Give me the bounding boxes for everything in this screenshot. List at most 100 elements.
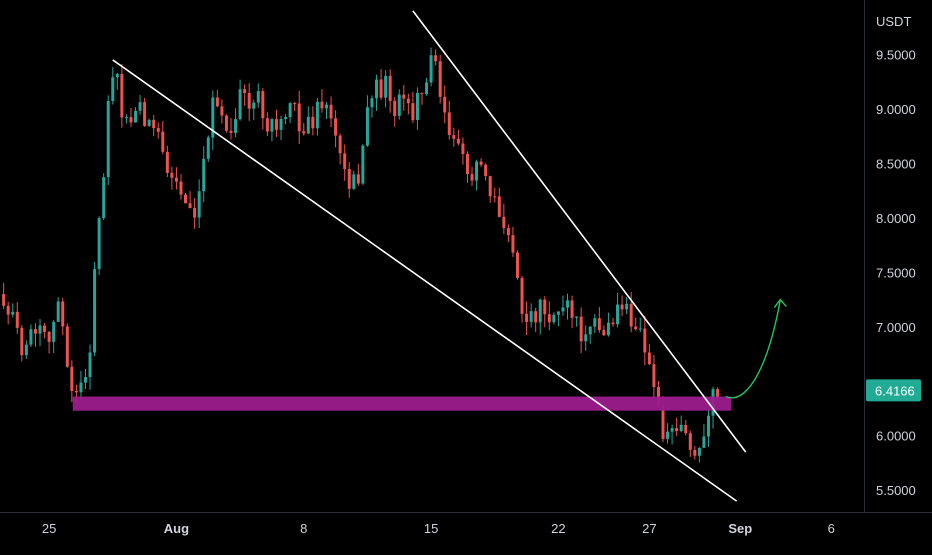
candle-body xyxy=(352,174,356,189)
candle-body xyxy=(597,318,601,331)
candle-body xyxy=(329,104,333,119)
price-tick-label: 8.0000 xyxy=(876,211,916,226)
time-axis[interactable]: 25 Aug 8 15 22 27 Sep 6 xyxy=(42,521,835,536)
candle-body xyxy=(425,82,429,94)
candle-body xyxy=(679,424,683,432)
candle-body xyxy=(279,118,283,130)
candle-body xyxy=(634,326,638,330)
candle-body xyxy=(211,97,215,138)
candle-body xyxy=(588,326,592,335)
candle-body xyxy=(247,93,251,109)
candle-body xyxy=(334,118,338,136)
candle-body xyxy=(716,389,720,398)
price-unit-label: USDT xyxy=(876,14,911,29)
candle-body xyxy=(384,75,388,98)
price-tick-label: 9.5000 xyxy=(876,47,916,62)
candle-body xyxy=(234,119,238,133)
candle-body xyxy=(393,100,397,116)
candle-body xyxy=(56,301,60,322)
candle-body xyxy=(74,390,78,393)
candle-body xyxy=(479,161,483,165)
candle-body xyxy=(675,428,679,432)
candle-body xyxy=(566,300,570,308)
candle-body xyxy=(375,79,379,99)
candle-body xyxy=(243,89,247,94)
candle-body xyxy=(620,304,624,310)
candle-body xyxy=(206,137,210,159)
candle-body xyxy=(97,218,101,270)
candle-body xyxy=(174,177,178,182)
candle-body xyxy=(297,103,301,132)
candle-body xyxy=(111,77,115,102)
candle-body xyxy=(547,314,551,323)
candle-body xyxy=(706,415,710,437)
candle-body xyxy=(102,177,106,219)
candle-body xyxy=(179,181,183,195)
candle-body xyxy=(106,101,110,178)
candle-body xyxy=(693,449,697,456)
candle-body xyxy=(584,334,588,342)
candle-body xyxy=(511,235,515,253)
candle-body xyxy=(347,169,351,189)
candle-body xyxy=(147,119,151,126)
candle-body xyxy=(643,328,647,353)
candle-body xyxy=(447,112,451,135)
candle-body xyxy=(434,55,438,62)
candle-body xyxy=(456,138,460,144)
time-tick-label: 6 xyxy=(828,521,835,536)
candle-body xyxy=(561,307,565,312)
candle-body xyxy=(570,300,574,318)
candle-body xyxy=(238,89,242,120)
support-zone xyxy=(72,396,732,411)
candle-body xyxy=(152,119,156,129)
upper-trendline xyxy=(412,10,747,453)
candle-body xyxy=(202,158,206,192)
price-tick-label: 7.0000 xyxy=(876,320,916,335)
candle-body xyxy=(29,329,33,345)
candle-body xyxy=(70,366,74,391)
candle-body xyxy=(256,91,260,103)
candle-body xyxy=(43,325,47,332)
candle-body xyxy=(311,116,315,129)
candle-body xyxy=(24,344,28,356)
candle-body xyxy=(579,316,583,342)
candle-body xyxy=(138,102,142,111)
candle-body xyxy=(552,314,556,323)
candle-body xyxy=(506,228,510,236)
candle-body xyxy=(465,153,469,175)
candles-layer xyxy=(2,47,720,463)
candle-body xyxy=(602,330,606,336)
candle-body xyxy=(220,106,224,116)
candle-body xyxy=(325,104,329,109)
candle-body xyxy=(616,304,620,325)
candle-body xyxy=(493,196,497,198)
time-tick-label: Sep xyxy=(728,521,752,536)
candle-body xyxy=(197,191,201,218)
time-tick-label: 25 xyxy=(42,521,56,536)
candle-body xyxy=(397,94,401,116)
candle-body xyxy=(520,277,524,314)
candle-body xyxy=(15,311,19,328)
candle-body xyxy=(120,73,124,118)
last-price-badge-box xyxy=(866,379,921,402)
candle-body xyxy=(79,382,83,393)
candle-body xyxy=(170,172,174,178)
candle-body xyxy=(438,61,442,97)
candle-body xyxy=(143,102,147,126)
candle-body xyxy=(411,103,415,121)
price-axis: 9.5000 9.0000 8.5000 8.0000 7.5000 7.0000 6.00… xyxy=(876,47,916,498)
candle-body xyxy=(543,299,547,315)
candle-body xyxy=(525,313,529,322)
candle-body xyxy=(156,128,160,132)
candle-body xyxy=(343,153,347,170)
candle-body xyxy=(470,174,474,181)
candle-body xyxy=(429,55,433,83)
candle-body xyxy=(293,103,297,105)
candle-body xyxy=(215,97,219,107)
candle-body xyxy=(129,117,133,123)
price-tick-label: 6.0000 xyxy=(876,429,916,444)
candle-body xyxy=(265,118,269,132)
candle-body xyxy=(625,303,629,310)
candle-body xyxy=(575,316,579,318)
candle-body xyxy=(2,294,6,306)
